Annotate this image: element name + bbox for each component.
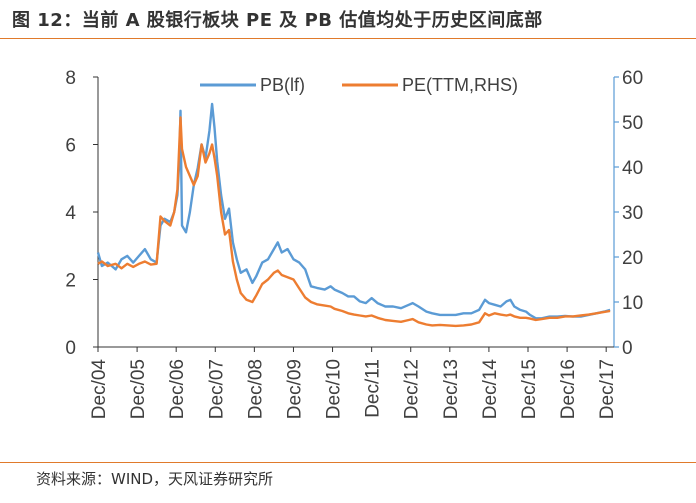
x-tick-label: Dec/16	[558, 359, 579, 419]
y-tick-label-left: 6	[65, 136, 76, 157]
x-tick-label: Dec/11	[363, 359, 384, 418]
y-tick-label-right: 20	[622, 248, 643, 269]
legend-label-pe: PE(TTM,RHS)	[402, 75, 518, 95]
chart-series	[96, 102, 611, 328]
x-tick-label: Dec/04	[89, 359, 110, 420]
chart-title: 图 12：当前 A 股银行板块 PE 及 PB 估值均处于历史区间底部	[12, 10, 543, 31]
y-tick-label-right: 40	[622, 158, 643, 179]
x-tick-label: Dec/10	[324, 359, 345, 419]
y-tick-label-left: 4	[65, 203, 76, 224]
legend-label-pb: PB(lf)	[260, 75, 305, 95]
y-tick-label-right: 30	[622, 203, 643, 224]
y-tick-label-right: 60	[622, 68, 643, 89]
chart-area: 0 2 4 6 8 0 10 20 30 40 50 60 Dec/04 Dec/05 Dec/06 Dec/…	[65, 68, 643, 419]
pe-series-line	[97, 116, 611, 328]
footer-rule	[0, 462, 696, 463]
x-tick-label: Dec/14	[480, 359, 501, 420]
x-tick-label: Dec/08	[245, 359, 266, 419]
x-tick-label: Dec/07	[206, 359, 227, 419]
title-rule	[0, 38, 696, 39]
y-tick-label-left: 8	[65, 68, 76, 89]
y-tick-label-right: 0	[622, 338, 633, 359]
x-tick-label: Dec/15	[519, 359, 540, 419]
chart-legend: PB(lf) PE(TTM,RHS)	[200, 75, 518, 95]
x-tick-label: Dec/17	[597, 359, 618, 419]
source-note: 资料来源：WIND，天风证券研究所	[36, 470, 274, 488]
y-tick-label-right: 10	[622, 293, 643, 314]
x-tick-label: Dec/05	[128, 359, 149, 419]
x-tick-label: Dec/09	[284, 359, 305, 419]
chart-axes: 0 2 4 6 8 0 10 20 30 40 50 60 Dec/04 Dec/05 Dec/06 Dec/…	[65, 68, 643, 419]
x-tick-label: Dec/06	[167, 359, 188, 419]
y-tick-label-left: 2	[65, 271, 76, 292]
x-tick-label: Dec/12	[402, 359, 423, 419]
x-tick-label: Dec/13	[441, 359, 462, 419]
y-tick-label-left: 0	[65, 338, 76, 359]
y-tick-label-right: 50	[622, 113, 643, 134]
